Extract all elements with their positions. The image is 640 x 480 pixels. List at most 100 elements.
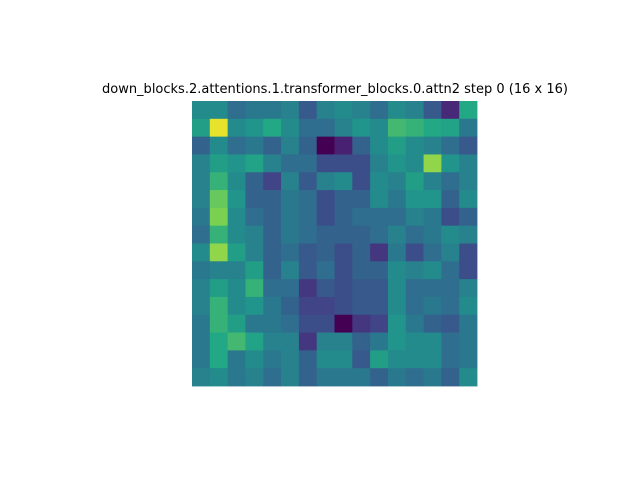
heatmap-cell-11-9 — [352, 296, 371, 316]
heatmap-cell-0-10 — [370, 101, 389, 120]
heatmap-cell-1-9 — [352, 118, 371, 138]
heatmap-cell-12-15 — [459, 314, 478, 333]
heatmap-cell-13-10 — [370, 332, 389, 351]
heatmap-cell-14-3 — [245, 350, 264, 369]
heatmap-cell-15-6 — [298, 368, 318, 387]
heatmap-cell-6-2 — [227, 207, 246, 227]
heatmap-cell-9-8 — [334, 261, 353, 280]
heatmap-cell-11-14 — [441, 296, 460, 316]
heatmap-cell-8-10 — [370, 243, 389, 262]
heatmap-cell-0-11 — [387, 101, 407, 120]
heatmap-cell-0-5 — [281, 101, 300, 120]
heatmap-cell-6-9 — [352, 207, 371, 227]
heatmap-cell-4-13 — [423, 172, 442, 191]
heatmap-cell-13-4 — [263, 332, 282, 351]
heatmap-cell-5-1 — [209, 190, 229, 209]
heatmap-cell-5-0 — [192, 190, 211, 209]
heatmap-cell-14-0 — [192, 350, 211, 369]
heatmap-cell-11-0 — [192, 296, 211, 316]
heatmap-cell-14-4 — [263, 350, 282, 369]
heatmap-cell-1-1 — [209, 118, 229, 138]
heatmap-cell-11-5 — [281, 296, 300, 316]
heatmap-cell-10-8 — [334, 279, 353, 298]
heatmap-cell-2-13 — [423, 136, 442, 155]
heatmap-cell-3-2 — [227, 154, 246, 173]
heatmap-cell-15-14 — [441, 368, 460, 387]
heatmap-cell-11-10 — [370, 296, 389, 316]
heatmap-cell-8-0 — [192, 243, 211, 262]
heatmap-cell-7-3 — [245, 225, 264, 244]
heatmap-cell-0-15 — [459, 101, 478, 120]
heatmap-cell-14-7 — [316, 350, 335, 369]
heatmap-cell-14-2 — [227, 350, 246, 369]
heatmap-cell-0-6 — [298, 101, 318, 120]
heatmap-cell-13-3 — [245, 332, 264, 351]
heatmap-cell-1-6 — [298, 118, 318, 138]
heatmap-cell-1-10 — [370, 118, 389, 138]
heatmap-cell-12-6 — [298, 314, 318, 333]
heatmap-cell-5-15 — [459, 190, 478, 209]
heatmap-cell-4-7 — [316, 172, 335, 191]
heatmap-cell-8-7 — [316, 243, 335, 262]
heatmap-cell-4-10 — [370, 172, 389, 191]
heatmap-cell-6-3 — [245, 207, 264, 227]
heatmap-cell-6-0 — [192, 207, 211, 227]
heatmap-cell-9-12 — [405, 261, 424, 280]
heatmap-cell-7-2 — [227, 225, 246, 244]
heatmap-cell-8-9 — [352, 243, 371, 262]
heatmap-cell-0-0 — [192, 101, 211, 120]
heatmap-cell-0-4 — [263, 101, 282, 120]
heatmap-cell-1-0 — [192, 118, 211, 138]
heatmap-cell-4-6 — [298, 172, 318, 191]
heatmap-cell-12-8 — [334, 314, 353, 333]
heatmap-cell-5-3 — [245, 190, 264, 209]
heatmap-cell-7-7 — [316, 225, 335, 244]
heatmap-cell-15-9 — [352, 368, 371, 387]
heatmap-cell-4-1 — [209, 172, 229, 191]
heatmap-cell-7-1 — [209, 225, 229, 244]
heatmap-cell-12-11 — [387, 314, 407, 333]
heatmap-cell-14-9 — [352, 350, 371, 369]
heatmap-cell-7-12 — [405, 225, 424, 244]
heatmap-cell-6-14 — [441, 207, 460, 227]
heatmap-cell-9-11 — [387, 261, 407, 280]
heatmap-cell-6-1 — [209, 207, 229, 227]
heatmap-cell-2-5 — [281, 136, 300, 155]
heatmap-cell-15-8 — [334, 368, 353, 387]
heatmap-cell-14-14 — [441, 350, 460, 369]
heatmap-cell-2-7 — [316, 136, 335, 155]
heatmap-cell-9-15 — [459, 261, 478, 280]
heatmap-cell-2-1 — [209, 136, 229, 155]
heatmap-cell-2-3 — [245, 136, 264, 155]
heatmap-cell-3-11 — [387, 154, 407, 173]
heatmap-cell-11-13 — [423, 296, 442, 316]
heatmap-cell-1-12 — [405, 118, 424, 138]
heatmap-cell-14-12 — [405, 350, 424, 369]
heatmap-cell-10-2 — [227, 279, 246, 298]
heatmap-cell-2-8 — [334, 136, 353, 155]
heatmap-cell-11-8 — [334, 296, 353, 316]
heatmap-cell-13-2 — [227, 332, 246, 351]
heatmap-cell-7-4 — [263, 225, 282, 244]
heatmap-cell-3-5 — [281, 154, 300, 173]
heatmap-cell-6-15 — [459, 207, 478, 227]
heatmap-cell-2-4 — [263, 136, 282, 155]
heatmap-cell-1-8 — [334, 118, 353, 138]
heatmap-cell-12-0 — [192, 314, 211, 333]
heatmap-cell-12-10 — [370, 314, 389, 333]
heatmap-cell-4-15 — [459, 172, 478, 191]
heatmap-cell-13-15 — [459, 332, 478, 351]
heatmap-cell-12-9 — [352, 314, 371, 333]
heatmap-cell-9-5 — [281, 261, 300, 280]
heatmap-cell-13-1 — [209, 332, 229, 351]
heatmap-cell-11-4 — [263, 296, 282, 316]
heatmap-cell-2-15 — [459, 136, 478, 155]
heatmap-cell-10-15 — [459, 279, 478, 298]
heatmap-cell-4-9 — [352, 172, 371, 191]
heatmap-cell-11-1 — [209, 296, 229, 316]
heatmap-cell-7-0 — [192, 225, 211, 244]
heatmap-cell-0-8 — [334, 101, 353, 120]
heatmap-cell-15-10 — [370, 368, 389, 387]
heatmap-cell-11-7 — [316, 296, 335, 316]
heatmap-cell-10-13 — [423, 279, 442, 298]
